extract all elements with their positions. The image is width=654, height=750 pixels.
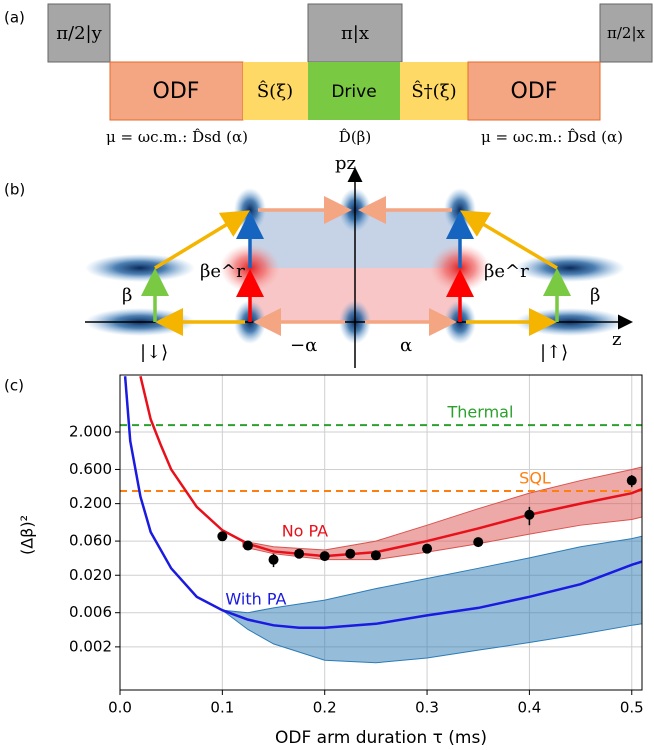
x-tick-label: 0.1: [210, 699, 234, 717]
data-point: [473, 537, 484, 548]
x-tick-label: 0.5: [620, 699, 644, 717]
panel-label: (a): [4, 9, 25, 27]
y-tick-label: 0.600: [69, 460, 112, 478]
x-tick-label: 0.2: [313, 699, 337, 717]
y-tick-label: 0.020: [69, 566, 112, 584]
state-label: βe^r: [484, 261, 529, 282]
pulse-box: [47, 3, 111, 63]
data-point: [422, 543, 433, 554]
block-label: Ŝ†(ξ): [411, 79, 456, 102]
series-label: With PA: [225, 590, 286, 609]
curve: [123, 376, 642, 629]
data-point: [268, 554, 279, 565]
y-tick-label: 0.002: [69, 637, 112, 655]
panel-a: (a) π/2|y π|x π/2|x ODF Ŝ(ξ) Drive Ŝ†(ξ)…: [4, 3, 653, 146]
x-axis-label: ODF arm duration τ (ms): [275, 728, 487, 748]
data-point: [294, 548, 305, 559]
pulse-label: π|x: [341, 23, 369, 44]
panel-b: (b) pz z β βe^r |↓⟩ −α α |↑⟩ βe^r β: [4, 153, 633, 368]
state-label: β: [122, 285, 132, 306]
panel-label: (b): [4, 181, 25, 199]
plot-layer: [120, 375, 642, 664]
y-tick-label: 2.000: [69, 423, 112, 441]
series-label: No PA: [282, 522, 328, 541]
state-label: |↓⟩: [140, 342, 168, 363]
odf-block: [467, 61, 601, 121]
block-label: Drive: [331, 82, 376, 102]
reference-label: SQL: [519, 469, 551, 488]
block-label: ODF: [511, 79, 558, 104]
block-label: ODF: [153, 79, 200, 104]
state-label: α: [400, 335, 412, 356]
x-tick-label: 0.3: [415, 699, 439, 717]
plot-frame: [119, 374, 643, 691]
y-tick-label: 0.006: [69, 603, 112, 621]
drive-block: [308, 62, 400, 120]
pulse-box: [599, 3, 653, 63]
panel-label: (c): [4, 377, 24, 395]
squeeze-block: [400, 62, 468, 120]
squeeze-block: [243, 62, 308, 120]
y-axis-label: (Δβ)²: [18, 515, 37, 555]
pulse-box: [307, 3, 403, 63]
caption: μ = ωc.m.: D̂sd (α): [481, 128, 623, 146]
arrows: [141, 196, 571, 336]
pulse-label: π/2|x: [607, 24, 646, 42]
data-point: [524, 509, 535, 520]
state-label: βe^r: [200, 261, 245, 282]
axis-label: z: [612, 329, 621, 350]
axis-label: pz: [335, 153, 356, 174]
data-point: [319, 551, 330, 562]
data-point: [370, 550, 381, 561]
y-tick-label: 0.060: [69, 532, 112, 550]
y-tick-label: 0.200: [69, 494, 112, 512]
block-label: Ŝ(ξ): [257, 79, 293, 102]
odf-block: [109, 61, 244, 121]
state-label: β: [590, 285, 600, 306]
reference-label: Thermal: [447, 403, 514, 422]
caption: D̂(β): [339, 128, 371, 146]
state-label: |↑⟩: [540, 342, 568, 363]
x-tick-label: 0.0: [108, 699, 132, 717]
data-point: [242, 540, 253, 551]
data-point: [345, 548, 356, 559]
state-label: −α: [290, 335, 317, 356]
caption: μ = ωc.m.: D̂sd (α): [106, 128, 248, 146]
data-point: [626, 475, 637, 486]
pulse-label: π/2|y: [56, 23, 102, 44]
panel-c: (c) ODF arm duration τ (ms) (Δβ)² 0.0 0.1…: [4, 374, 644, 748]
uncertainty-band: [220, 535, 642, 664]
data-point: [217, 531, 228, 542]
x-tick-label: 0.4: [517, 699, 541, 717]
